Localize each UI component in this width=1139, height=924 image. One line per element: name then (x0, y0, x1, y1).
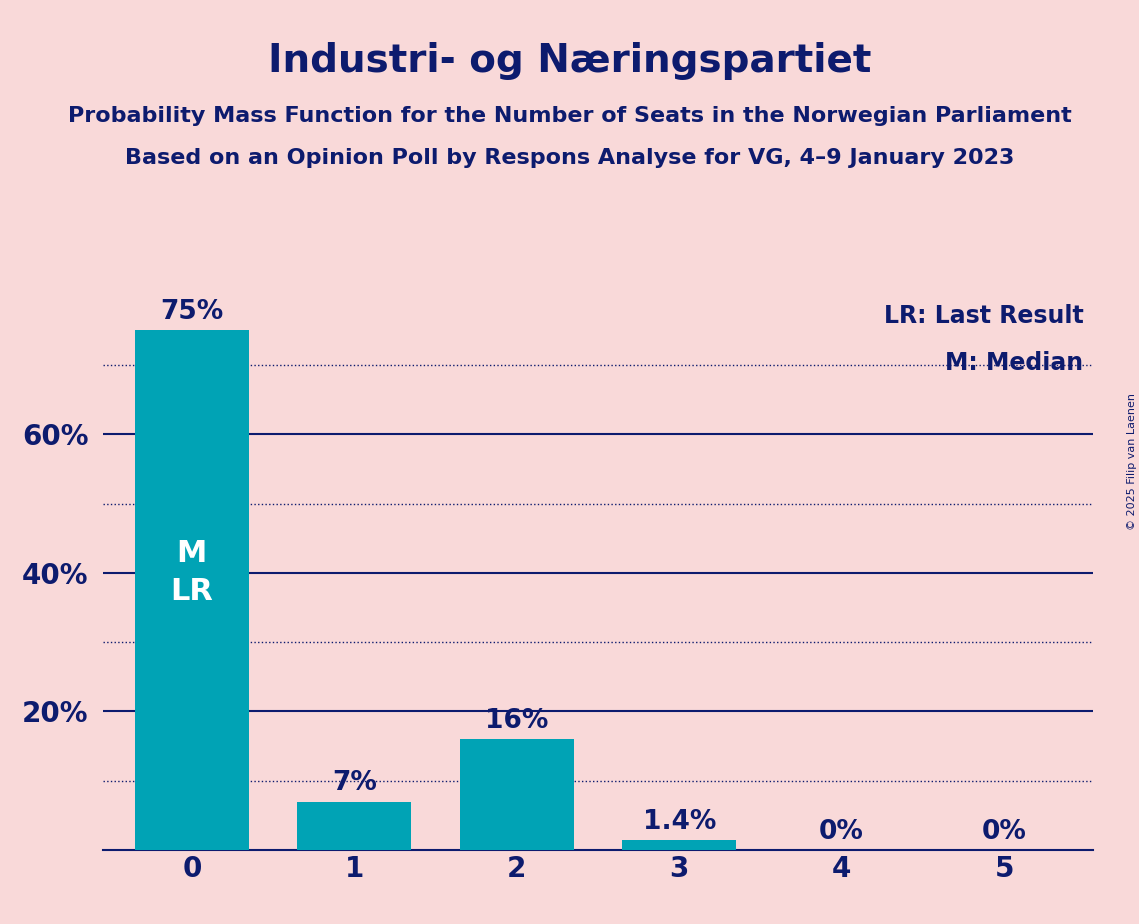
Text: M: Median: M: Median (945, 351, 1083, 375)
Text: M
LR: M LR (171, 540, 213, 606)
Text: Based on an Opinion Poll by Respons Analyse for VG, 4–9 January 2023: Based on an Opinion Poll by Respons Anal… (125, 148, 1014, 168)
Text: 75%: 75% (161, 298, 223, 325)
Bar (460, 739, 574, 850)
Bar (622, 841, 736, 850)
Text: 0%: 0% (982, 819, 1026, 845)
Text: Probability Mass Function for the Number of Seats in the Norwegian Parliament: Probability Mass Function for the Number… (67, 106, 1072, 127)
Text: LR: Last Result: LR: Last Result (884, 304, 1083, 328)
Text: 1.4%: 1.4% (642, 808, 716, 835)
Bar (136, 331, 248, 850)
Text: © 2025 Filip van Laenen: © 2025 Filip van Laenen (1126, 394, 1137, 530)
Text: Industri- og Næringspartiet: Industri- og Næringspartiet (268, 42, 871, 79)
Text: 0%: 0% (819, 819, 865, 845)
Text: 16%: 16% (485, 708, 549, 734)
Text: 7%: 7% (331, 770, 377, 796)
Bar (297, 801, 411, 850)
